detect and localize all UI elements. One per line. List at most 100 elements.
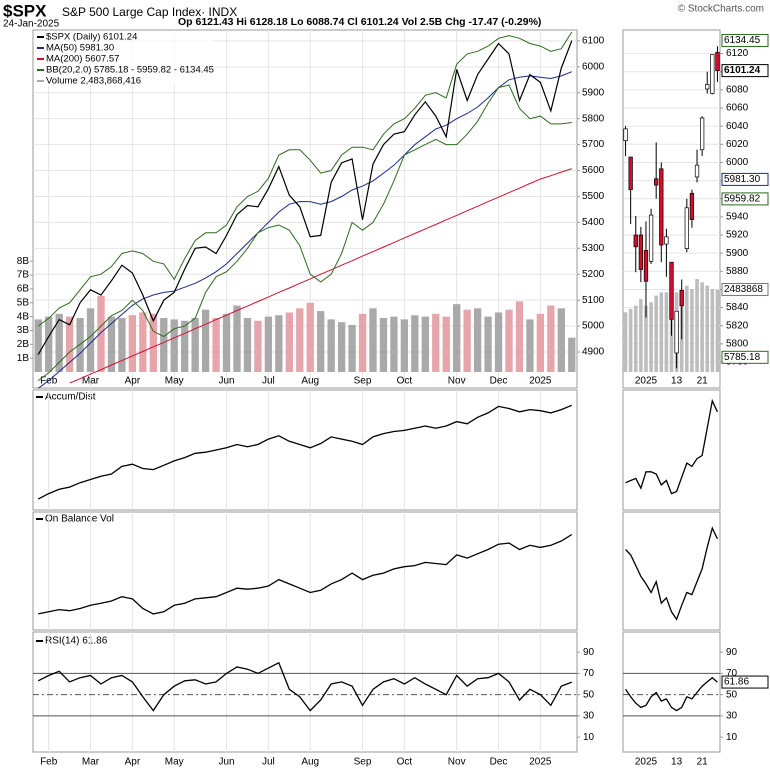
volume-bar (685, 285, 689, 372)
x-tick-label: May (165, 376, 184, 387)
candle-body (664, 236, 669, 245)
y-tick-label: 5940 (726, 212, 749, 223)
quote: Op 6121.43 Hi 6128.18 Lo 6088.74 Cl 6101… (178, 16, 541, 28)
x-tick-label: Dec (490, 376, 508, 387)
legend-label: Volume 2,483,868,416 (46, 76, 141, 87)
x-tick-label: Feb (40, 757, 58, 768)
volume-bar (118, 318, 126, 372)
price-tag-label: 5981.30 (724, 174, 761, 185)
volume-bar (568, 337, 576, 372)
chart-subtitle: S&P 500 Large Cap Index· INDX (62, 5, 237, 19)
candle-body (679, 290, 684, 307)
x-tick-label: 21 (697, 757, 709, 768)
credit: © StockCharts.com (678, 4, 764, 15)
volume-bar (233, 305, 241, 372)
volume-bar (411, 315, 419, 372)
x-tick-label: Oct (397, 376, 413, 387)
candle-body (694, 164, 700, 178)
x-tick-label: Oct (397, 757, 413, 768)
volume-bar (432, 313, 440, 372)
x-tick-label: Sep (354, 376, 372, 387)
volume-bar (649, 302, 653, 372)
volume-bar (97, 295, 105, 372)
x-tick-label: Sep (354, 757, 372, 768)
line (625, 526, 718, 621)
volume-bar (264, 316, 273, 372)
x-tick-label: Aug (301, 757, 319, 768)
candle-body (623, 128, 628, 142)
x-tick-label: Apr (125, 757, 141, 768)
y-tick-label: 5900 (726, 248, 749, 259)
volume-bar (327, 319, 335, 372)
candle-body (659, 168, 664, 246)
date: 24-Jan-2025 (3, 19, 60, 30)
volume-bar (659, 292, 664, 372)
volume-bar (639, 298, 643, 372)
price-tag-label: 2483868 (724, 284, 763, 295)
candle-body (628, 156, 633, 191)
panel-frame (622, 29, 721, 389)
price-tag (721, 172, 769, 186)
x-tick-label: Jun (218, 376, 234, 387)
panel-frame (32, 511, 578, 631)
volume-bar (379, 318, 388, 372)
y-tick-label: 30 (583, 711, 595, 722)
y-tick-label: 5400 (582, 217, 605, 228)
volume-bar (317, 311, 325, 372)
volume-bar (664, 292, 669, 372)
panel-title: Accum/Dist (45, 392, 96, 403)
y-tick-label: 6100 (582, 36, 605, 47)
volume-bar (623, 312, 628, 372)
volume-tick-label: 5B (17, 297, 30, 308)
volume-bar (139, 312, 147, 372)
volume-bar (358, 313, 367, 372)
volume-bar (442, 316, 450, 372)
price-tag (721, 283, 769, 297)
volume-bar (337, 322, 346, 372)
volume-bar (149, 313, 157, 372)
y-tick-label: 5800 (582, 113, 605, 124)
x-tick-label: Nov (448, 757, 466, 768)
volume-bar (710, 288, 715, 372)
volume-bar (306, 302, 314, 372)
price-tag-label: 5785.18 (724, 352, 761, 363)
x-tick-label: Mar (82, 757, 100, 768)
volume-bar (191, 318, 199, 372)
y-tick-label: 6020 (726, 139, 749, 150)
legend-label: BB(20,2.0) 5785.18 - 5959.82 - 6134.45 (46, 65, 214, 76)
y-tick-label: 70 (726, 668, 738, 679)
line (37, 31, 573, 327)
volume-bar (463, 309, 471, 372)
volume-bar (55, 313, 63, 372)
volume-tick-label: 4B (17, 311, 30, 322)
y-tick-label: 6120 (726, 48, 749, 59)
panel-title: RSI(14) 61.86 (45, 636, 108, 647)
volume-bar (348, 324, 356, 372)
volume-bar (526, 319, 534, 372)
candle-body (699, 117, 705, 151)
x-tick-label: Jul (262, 376, 275, 387)
volume-bar (34, 319, 42, 372)
y-tick-label: 5880 (726, 266, 749, 277)
candle-body (643, 250, 649, 282)
price-tag-label: 5959.82 (724, 194, 761, 205)
candle-body (669, 261, 674, 320)
chart-title: $SPX (3, 1, 47, 20)
volume-bar (285, 312, 293, 372)
volume-bar (690, 288, 694, 372)
panel-frame (622, 511, 721, 631)
volume-bar (633, 305, 638, 372)
y-tick-label: 6060 (726, 103, 749, 114)
line (69, 168, 572, 384)
candle-body (633, 234, 638, 248)
candle-body (638, 234, 644, 270)
price-tag (721, 192, 769, 206)
panel-frame (32, 389, 578, 511)
volume-bar (128, 315, 137, 372)
legend-label: $SPX (Daily) 6101.24 (46, 32, 137, 43)
volume-bar (212, 318, 220, 372)
volume-bar (705, 285, 710, 372)
y-tick-label: 50 (583, 689, 595, 700)
candle-body (715, 51, 720, 71)
y-tick-label: 5700 (582, 139, 605, 150)
